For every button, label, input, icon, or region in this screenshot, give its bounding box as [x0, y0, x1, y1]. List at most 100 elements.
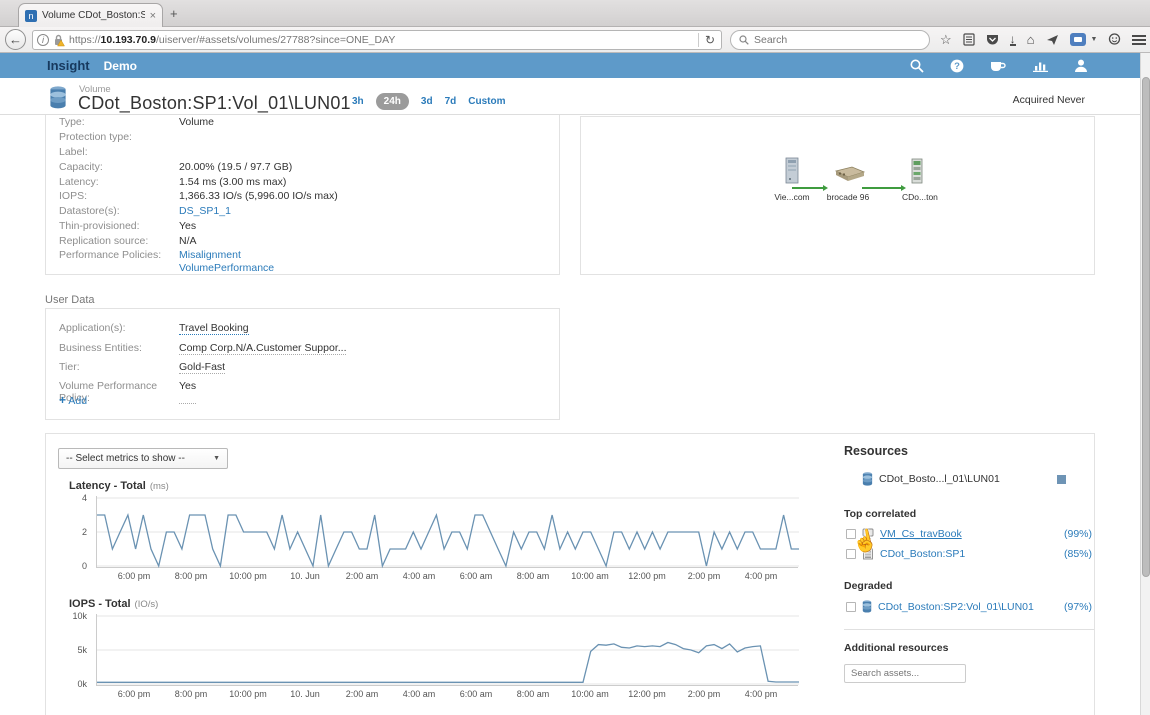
iops-plot-area[interactable]: [96, 614, 799, 686]
menu-icon[interactable]: [1132, 33, 1147, 47]
tier-value[interactable]: Gold-Fast: [179, 360, 226, 374]
hello-smiley-icon[interactable]: [1108, 33, 1121, 46]
overview-label: Capacity:: [59, 160, 103, 173]
correlated-checkbox[interactable]: [846, 549, 856, 559]
back-button[interactable]: ←: [5, 29, 26, 50]
page-info-icon[interactable]: i: [37, 33, 49, 46]
topology-node-host[interactable]: Vie...com: [766, 157, 818, 202]
time-range-24h-selected[interactable]: 24h: [375, 93, 409, 110]
browser-search[interactable]: [730, 29, 930, 50]
userdata-label: Volume Performance Policy:: [59, 380, 158, 405]
add-user-data-button[interactable]: + Add: [59, 393, 88, 407]
coffee-cup-icon[interactable]: [990, 59, 1006, 72]
iops-chart: IOPS - Total (IO/s) 0k 5k 10k 6:00 pm 8:00 p…: [61, 598, 821, 700]
legend-swatch: [1057, 474, 1066, 484]
business-entities-value[interactable]: Comp Corp.N/A.Customer Suppor...: [179, 341, 347, 355]
volume-db-icon: [49, 86, 67, 114]
overview-label: Datastore(s):: [59, 205, 120, 218]
browser-tab[interactable]: n Volume CDot_Boston:SP1:... ×: [18, 3, 163, 27]
asset-type-label: Volume: [79, 84, 111, 95]
correlated-link[interactable]: CDot_Boston:SP1: [880, 548, 966, 560]
page-title: CDot_Boston:SP1:Vol_01\LUN01: [78, 93, 351, 113]
svg-text:?: ?: [954, 61, 960, 72]
latency-x-axis: 6:00 pm 8:00 pm 10:00 pm 10. Jun 2:00 am 4:00…: [117, 571, 778, 581]
topology-link-arrow: [792, 184, 828, 191]
time-range-7d[interactable]: 7d: [444, 96, 457, 107]
window-scrollbar[interactable]: [1140, 53, 1150, 715]
topology-panel: Vie...com brocade 96 CDo...ton: [580, 116, 1095, 275]
time-range-3h[interactable]: 3h: [352, 96, 364, 107]
datastore-link[interactable]: DS_SP1_1: [179, 205, 231, 218]
overview-value: 1,366.33 IO/s (5,996.00 IO/s max): [179, 190, 338, 203]
overview-panel: Type: Volume Protection type: Label: Capa…: [45, 115, 560, 275]
new-tab-button[interactable]: +: [170, 6, 178, 21]
topology-node-switch[interactable]: brocade 96: [822, 157, 874, 202]
overview-value: N/A: [179, 234, 197, 247]
bookmarks-list-icon[interactable]: [963, 33, 975, 46]
correlated-checkbox[interactable]: [846, 529, 856, 539]
app-search-icon[interactable]: [910, 59, 924, 73]
insight-appbar: Insight Demo ?: [0, 53, 1150, 78]
policy-link-misalignment[interactable]: Misalignment: [179, 249, 241, 262]
share-icon[interactable]: [1046, 34, 1059, 46]
home-icon[interactable]: ⌂: [1026, 32, 1035, 47]
lock-warning-icon[interactable]: [53, 34, 65, 46]
topology-link-arrow: [862, 184, 906, 191]
scrollbar-thumb[interactable]: [1142, 77, 1150, 577]
tab-title: Volume CDot_Boston:SP1:...: [42, 10, 145, 21]
reload-icon[interactable]: ↻: [704, 32, 715, 47]
latency-plot-area[interactable]: [96, 496, 799, 569]
pocket-icon[interactable]: [986, 34, 999, 46]
userdata-label: Application(s):: [59, 322, 126, 335]
browser-navbar: ← i https://10.193.70.9/uiserver/#assets…: [0, 27, 1150, 53]
degraded-link[interactable]: CDot_Boston:SP2:Vol_01\LUN01: [878, 600, 1034, 613]
overview-label: Replication source:: [59, 234, 149, 247]
correlated-row: CDot_Boston:SP1 (85%): [846, 548, 1094, 560]
metrics-dropdown[interactable]: -- Select metrics to show -- ▼: [58, 448, 228, 469]
switch-icon: [834, 166, 866, 181]
topology-node-storage[interactable]: CDo...ton: [902, 157, 938, 202]
acquired-status: Acquired Never: [1012, 94, 1085, 106]
time-range-custom[interactable]: Custom: [468, 96, 506, 107]
brand-logo[interactable]: Insight: [47, 58, 90, 73]
degraded-checkbox[interactable]: [846, 601, 856, 612]
netapp-favicon-icon: n: [25, 9, 37, 22]
top-correlated-title: Top correlated: [844, 508, 917, 520]
user-data-panel: Application(s): Travel Booking Business E…: [45, 308, 560, 420]
overview-label: Protection type:: [59, 131, 132, 144]
browser-search-input[interactable]: [754, 33, 921, 46]
degraded-pct: (97%): [1063, 600, 1092, 613]
additional-resources-title: Additional resources: [844, 642, 949, 654]
downloads-icon[interactable]: ↓: [1009, 31, 1016, 46]
userdata-label: Business Entities:: [59, 341, 142, 354]
policy-link-volumeperformance[interactable]: VolumePerformance: [179, 262, 275, 275]
url-text: https://10.193.70.9/uiserver/#assets/vol…: [69, 33, 396, 46]
resources-title: Resources: [844, 444, 908, 458]
overview-label: Type:: [59, 116, 85, 129]
overview-label: Thin-provisioned:: [59, 219, 140, 232]
volume-performance-policy-value[interactable]: Yes: [179, 380, 197, 405]
storage-icon: [911, 158, 923, 184]
bookmark-star-icon[interactable]: ☆: [940, 31, 952, 47]
correlated-link[interactable]: VM_Cs_travBook: [880, 528, 962, 540]
help-icon[interactable]: ?: [950, 59, 964, 73]
user-icon[interactable]: [1074, 59, 1088, 72]
application-link[interactable]: Travel Booking: [179, 322, 249, 336]
degraded-row: CDot_Boston:SP2:Vol_01\LUN01 (97%): [846, 600, 1094, 613]
overview-value: Volume: [179, 116, 215, 129]
iops-y-axis: 0k 5k 10k: [72, 611, 87, 689]
resource-primary-item[interactable]: CDot_Bosto...l_01\LUN01: [862, 472, 1094, 486]
degraded-title: Degraded: [844, 580, 893, 592]
iops-x-axis: 6:00 pm 8:00 pm 10:00 pm 10. Jun 2:00 am 4:00…: [117, 689, 778, 699]
time-range-3d[interactable]: 3d: [420, 96, 433, 107]
asset-search-input[interactable]: [844, 664, 966, 683]
bar-chart-icon[interactable]: [1032, 59, 1048, 72]
overview-label: Latency:: [59, 175, 99, 188]
url-bar[interactable]: i https://10.193.70.9/uiserver/#assets/v…: [32, 29, 722, 50]
tab-close-icon[interactable]: ×: [149, 9, 156, 22]
expert-view-panel: -- Select metrics to show -- ▼ Latency -…: [45, 433, 1095, 715]
extension-caret-icon[interactable]: ▼: [1090, 36, 1098, 43]
extension-icon[interactable]: [1069, 33, 1086, 46]
